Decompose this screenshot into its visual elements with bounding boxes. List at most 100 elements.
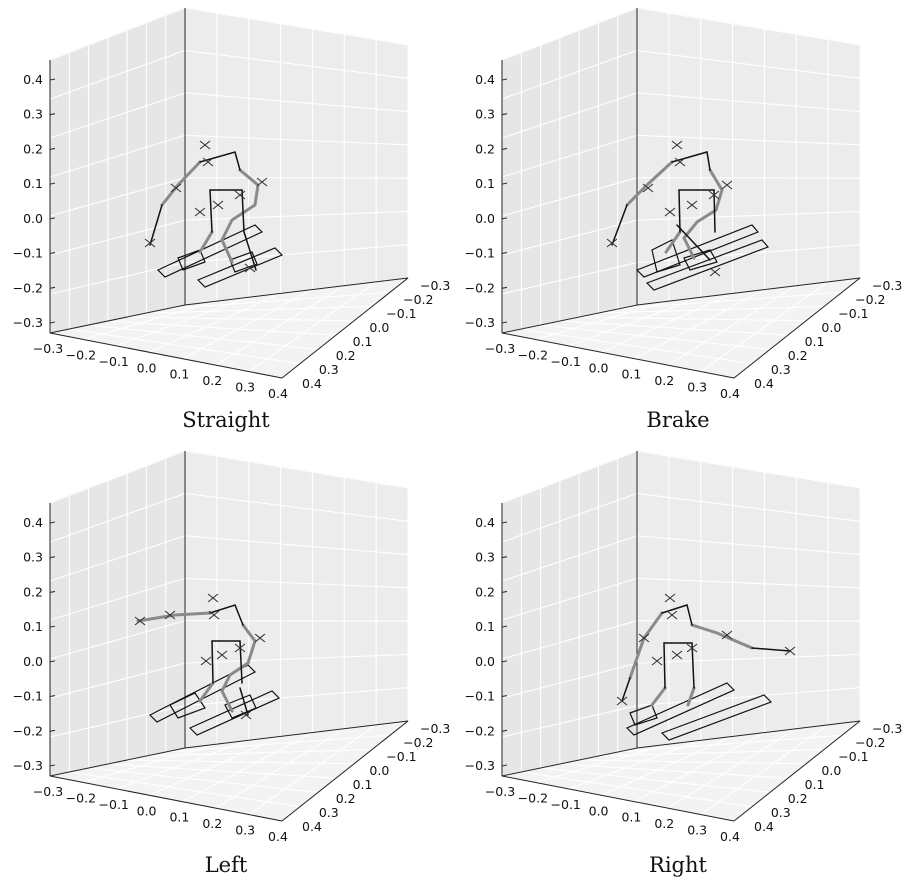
- plot-3d-brake: 0.40.30.20.10.0−0.1−0.2−0.3−0.3 −0.2 −0.1 0…: [465, 7, 902, 401]
- y-tick-label: −0.1: [838, 749, 868, 764]
- skier-figure: [134, 593, 281, 736]
- y-tick-label: 0.2: [788, 791, 808, 806]
- z-tick-label: 0.0: [23, 654, 43, 669]
- z-tick-label: −0.1: [13, 689, 43, 704]
- plot-3d-left: 0.40.30.20.10.0−0.1−0.2−0.3−0.3 −0.2 −0.1 0…: [13, 450, 450, 844]
- x-tick-label: −0.2: [518, 790, 548, 805]
- grid-line: [49, 134, 186, 178]
- z-tick-label: 0.0: [475, 211, 495, 226]
- grid-line: [634, 289, 765, 360]
- limb-segment: [160, 160, 202, 207]
- axes-3d: 0.40.30.20.10.0−0.1−0.2−0.3−0.3 −0.2 −0.1 0…: [465, 7, 902, 401]
- panel-caption: Left: [204, 853, 248, 877]
- grid-line: [165, 291, 391, 310]
- y-tick-label: −0.1: [838, 306, 868, 321]
- y-tick-label: −0.2: [855, 735, 885, 750]
- grid-line: [521, 771, 753, 808]
- x-tick-label: 0.3: [687, 823, 707, 838]
- joint-marker: [674, 157, 686, 167]
- panel-caption: Right: [649, 853, 707, 877]
- grid-line: [182, 289, 313, 360]
- plot-3d-right: 0.40.30.20.10.0−0.1−0.2−0.3−0.3 −0.2 −0.1 0…: [465, 450, 902, 844]
- grid-line: [184, 92, 409, 113]
- limb-segment: [682, 236, 696, 260]
- grid-line: [182, 732, 313, 803]
- z-tick-label: 0.3: [23, 107, 43, 122]
- grid-line: [667, 285, 797, 366]
- z-tick-mark: [501, 78, 508, 81]
- grid-line: [636, 577, 861, 589]
- y-tick-label: −0.2: [403, 292, 433, 307]
- z-tick-mark: [501, 660, 508, 663]
- skier-figure: [606, 140, 770, 291]
- grid-line: [184, 535, 409, 556]
- joint-marker: [202, 157, 214, 167]
- y-tick-label: 0.3: [771, 805, 791, 820]
- bone-segment: [663, 642, 666, 689]
- grid-line: [165, 734, 391, 753]
- panel-caption: Brake: [646, 408, 710, 432]
- x-tick-label: 0.2: [654, 816, 674, 831]
- grid-line: [184, 492, 409, 522]
- z-tick-label: −0.3: [13, 758, 43, 773]
- axes-3d: 0.40.30.20.10.0−0.1−0.2−0.3−0.3 −0.2 −0.1 0…: [465, 450, 902, 844]
- back-floor-line: [184, 277, 409, 306]
- grid-line: [184, 210, 409, 221]
- y-axis-line: [281, 720, 409, 822]
- back-floor-line: [636, 720, 861, 749]
- y-tick-label: 0.3: [771, 362, 791, 377]
- grid-line: [700, 724, 829, 816]
- grid-line: [49, 577, 186, 621]
- left-floor-line: [501, 747, 638, 777]
- joint-marker: [708, 190, 720, 200]
- grid-line: [88, 324, 319, 350]
- z-tick-mark: [49, 147, 56, 150]
- skier-figure: [616, 593, 796, 741]
- bone-segment: [691, 642, 695, 689]
- grid-line: [617, 734, 843, 753]
- ski-segment: [177, 249, 206, 271]
- bone-segment: [621, 677, 631, 702]
- ski-segment: [660, 694, 773, 741]
- y-tick-label: 0.3: [319, 362, 339, 377]
- axes-3d: 0.40.30.20.10.0−0.1−0.2−0.3−0.3 −0.2 −0.1 0…: [13, 7, 450, 401]
- z-tick-label: 0.2: [475, 141, 495, 156]
- panel-straight: 0.4 0.3 0.2 0.1 0.0 −0.1 −0.2 −0.3 −0.3 −0.2 −0.1 0…: [0, 0, 452, 443]
- grid-line: [501, 620, 638, 660]
- z-tick-label: 0.2: [23, 584, 43, 599]
- z-tick-label: −0.1: [465, 246, 495, 261]
- grid-line: [49, 92, 186, 139]
- ski-segment: [629, 704, 658, 726]
- y-tick-label: 0.0: [369, 763, 389, 778]
- x-tick-label: 0.0: [137, 360, 157, 375]
- joint-marker: [234, 643, 246, 653]
- z-tick-mark: [501, 182, 508, 185]
- z-tick-mark: [501, 729, 508, 732]
- grid-line: [82, 743, 218, 783]
- limb-segment: [220, 623, 257, 693]
- grid-line: [149, 292, 281, 353]
- z-tick-label: −0.3: [13, 315, 43, 330]
- joint-marker: [638, 633, 650, 643]
- y-tick-label: −0.1: [386, 306, 416, 321]
- grid-line: [215, 285, 345, 366]
- x-axis-line: [49, 775, 283, 822]
- z-tick-mark: [501, 521, 508, 524]
- x-tick-label: −0.3: [485, 784, 515, 799]
- grid-line: [88, 767, 319, 793]
- z-tick-mark: [49, 182, 56, 185]
- bone-segment: [676, 224, 711, 261]
- z-tick-mark: [49, 625, 56, 628]
- limb-segment: [220, 168, 260, 242]
- grid-line: [598, 306, 825, 314]
- joint-marker: [207, 593, 219, 603]
- bone-segment: [678, 189, 681, 233]
- z-tick-mark: [49, 521, 56, 524]
- x-tick-label: −0.3: [33, 784, 63, 799]
- z-tick-mark: [49, 695, 56, 698]
- grid-line: [107, 763, 337, 779]
- z-tick-mark: [501, 286, 508, 289]
- x-tick-label: 0.3: [235, 380, 255, 395]
- grid-line: [501, 7, 638, 61]
- z-tick-label: 0.4: [23, 72, 43, 87]
